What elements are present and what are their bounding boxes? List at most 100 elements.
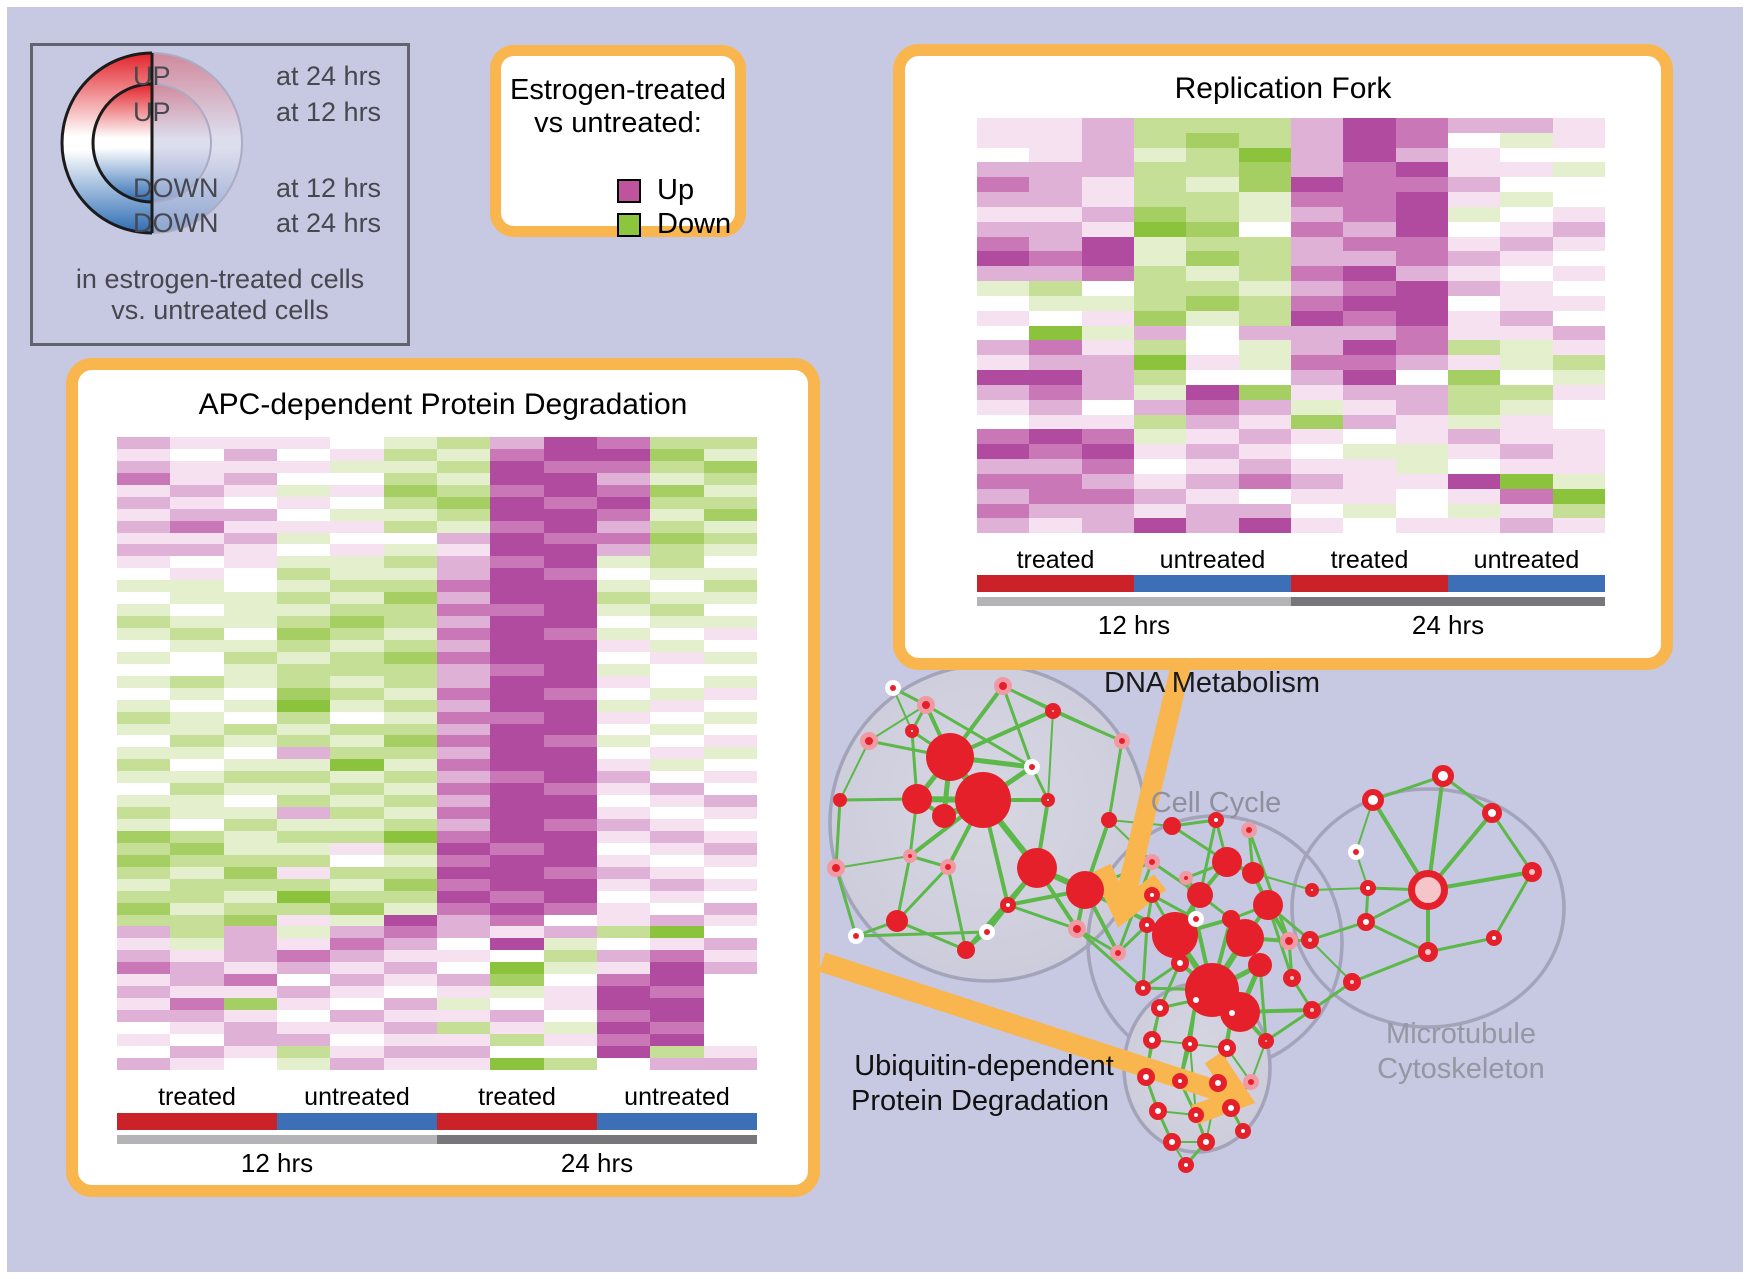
time-color-bar [437,1135,757,1144]
callout-arrow-shaft [818,952,1228,1103]
network-node [1187,882,1213,908]
heatmap-cell [223,580,277,593]
heatmap-cell [223,1010,277,1022]
heatmap-cell [1290,340,1344,356]
network-edge [1001,684,1034,769]
heatmap-cell [490,699,544,712]
heatmap-cell [543,950,597,963]
network-node [860,732,878,750]
heatmap-cell [223,795,277,808]
heatmap-cell [170,759,224,772]
heatmap-cell [1447,355,1501,371]
heatmap-cell [1081,518,1134,534]
heatmap-cell [703,604,757,617]
heatmap-cell [1133,266,1187,282]
heatmap-cell [1186,414,1239,430]
heatmap-cell [1029,399,1082,415]
heatmap-row [117,628,757,640]
heatmap-cell [223,460,277,473]
heatmap-row [117,795,757,808]
heatmap-row [117,484,757,497]
heatmap-cell [276,532,331,545]
heatmap-cell [1133,488,1187,504]
network-node [1188,1107,1204,1123]
time-label-row: 12 hrs 24 hrs [977,610,1605,642]
heatmap-cell [436,938,491,951]
heatmap-cell [977,221,1030,237]
heatmap-cell [1290,518,1344,534]
heatmap-cell [276,484,331,497]
heatmap-cell [1343,370,1396,385]
heatmap-cell [703,986,757,999]
heatmap-cell [596,747,651,760]
network-node [1522,862,1542,882]
heatmap-cell [1343,473,1396,489]
heatmap-cell [1500,340,1553,356]
heatmap-cell [1290,473,1344,489]
heatmap-cell [977,266,1030,282]
heatmap-cell [1186,236,1239,252]
heatmap-cell [170,460,224,473]
heatmap-cell [543,795,597,808]
heatmap-cell [650,520,704,533]
heatmap-cell [1395,295,1448,311]
heatmap-cell [436,544,491,557]
heatmap-cell [1447,488,1501,504]
heatmap-cell [703,830,757,843]
network-node [1283,969,1301,987]
heatmap-row [117,866,757,879]
heatmap-cell [1029,221,1082,237]
heatmap-cell [170,854,224,867]
heatmap-cell [276,747,331,760]
heatmap-cell [1081,192,1134,207]
heatmap-cell [596,914,651,927]
heatmap-cell [1238,518,1291,534]
heatmap-cell [1186,370,1239,385]
heatmap-row [117,1021,757,1034]
heatmap-cell [703,1021,757,1034]
heatmap-cell [117,830,171,843]
heatmap-cell [543,484,597,497]
heatmap-cell [1081,340,1134,356]
heatmap-cell [436,986,491,999]
heatmap-cell [1447,118,1501,133]
heatmap-cell [1447,206,1501,222]
heatmap-row [117,914,757,927]
heatmap-cell [1186,147,1239,163]
heatmap-cell [1395,281,1448,296]
heatmap-cell [1290,444,1344,460]
heatmap-cell [703,795,757,808]
heatmap-cell [1081,355,1134,371]
heatmap-cell [490,532,544,545]
heatmap-cell [170,604,224,617]
heatmap-cell [977,384,1030,400]
heatmap-cell [490,735,544,748]
heatmap-cell [490,1033,544,1046]
heatmap-cell [543,699,597,712]
heatmap-cell [650,890,704,903]
network-node [1223,1004,1241,1022]
heatmap-cell [436,890,491,903]
heatmap-cell [1395,399,1448,415]
heatmap-cell [383,1045,437,1058]
heatmap-cell [977,118,1030,133]
heatmap-cell [436,460,491,473]
heatmap-cell [1395,325,1448,341]
heatmap-cell [703,974,757,987]
heatmap-cell [1238,340,1291,356]
heatmap-cell [383,819,437,831]
heatmap-cell [490,866,544,879]
heatmap-cell [436,663,491,676]
heatmap-cell [1238,310,1291,326]
heatmap-cell [223,628,277,640]
time-color-bar [1291,597,1605,606]
heatmap-cell [1343,399,1396,415]
heatmap-cell [1500,132,1553,148]
color-key: Estrogen-treated vs untreated: Up Down [490,45,746,240]
heatmap-cell [1290,221,1344,237]
group-label-row: treated untreated treated untreated [117,1083,757,1111]
heatmap-cell [596,532,651,545]
heatmap-cell [596,795,651,808]
heatmap-cell [596,771,651,784]
heatmap-cell [490,1045,544,1058]
